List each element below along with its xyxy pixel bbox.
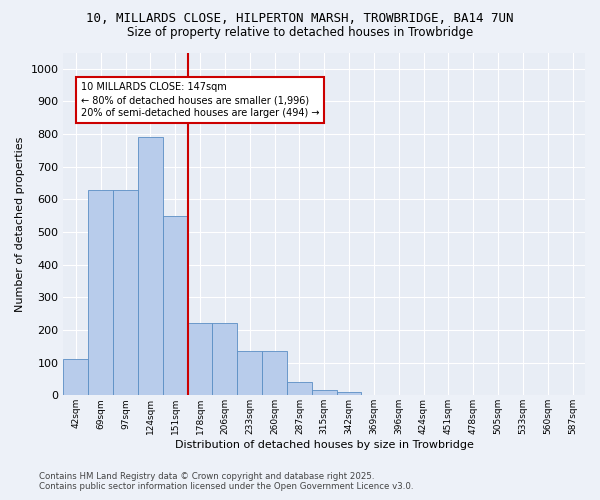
Bar [237,351,262,396]
Bar [163,216,188,396]
Bar [64,360,88,396]
X-axis label: Distribution of detached houses by size in Trowbridge: Distribution of detached houses by size … [175,440,473,450]
Text: 10, MILLARDS CLOSE, HILPERTON MARSH, TROWBRIDGE, BA14 7UN: 10, MILLARDS CLOSE, HILPERTON MARSH, TRO… [86,12,514,26]
Bar [113,190,138,396]
Y-axis label: Number of detached properties: Number of detached properties [15,136,25,312]
Bar [212,324,237,396]
Bar [287,382,312,396]
Bar [138,138,163,396]
Text: Contains HM Land Registry data © Crown copyright and database right 2025.
Contai: Contains HM Land Registry data © Crown c… [39,472,413,491]
Bar [337,392,361,396]
Bar [312,390,337,396]
Text: 10 MILLARDS CLOSE: 147sqm
← 80% of detached houses are smaller (1,996)
20% of se: 10 MILLARDS CLOSE: 147sqm ← 80% of detac… [81,82,319,118]
Text: Size of property relative to detached houses in Trowbridge: Size of property relative to detached ho… [127,26,473,39]
Bar [262,351,287,396]
Bar [188,324,212,396]
Bar [88,190,113,396]
